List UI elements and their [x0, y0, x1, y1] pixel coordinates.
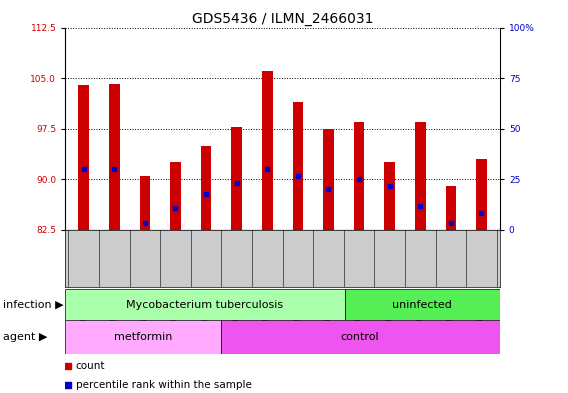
Bar	[231, 127, 242, 230]
Text: agent ▶: agent ▶	[3, 332, 47, 342]
Bar	[65, 320, 220, 354]
Bar	[201, 145, 211, 230]
Text: Mycobacterium tuberculosis: Mycobacterium tuberculosis	[127, 299, 283, 310]
Bar	[323, 129, 334, 230]
Bar	[354, 122, 365, 230]
Bar	[65, 289, 345, 320]
Bar	[445, 186, 456, 230]
Text: percentile rank within the sample: percentile rank within the sample	[76, 380, 252, 390]
Bar	[170, 162, 181, 230]
Text: control: control	[341, 332, 379, 342]
Bar	[476, 159, 487, 230]
Bar	[109, 83, 120, 230]
Bar	[385, 162, 395, 230]
Bar	[220, 320, 500, 354]
Text: infection ▶: infection ▶	[3, 299, 64, 310]
Text: metformin: metformin	[114, 332, 172, 342]
Bar	[78, 85, 89, 230]
Bar	[262, 72, 273, 230]
Title: GDS5436 / ILMN_2466031: GDS5436 / ILMN_2466031	[192, 13, 373, 26]
Text: uninfected: uninfected	[392, 299, 452, 310]
Bar	[140, 176, 150, 230]
Bar	[345, 289, 500, 320]
Bar	[415, 122, 425, 230]
Bar	[293, 102, 303, 230]
Text: count: count	[76, 361, 105, 371]
